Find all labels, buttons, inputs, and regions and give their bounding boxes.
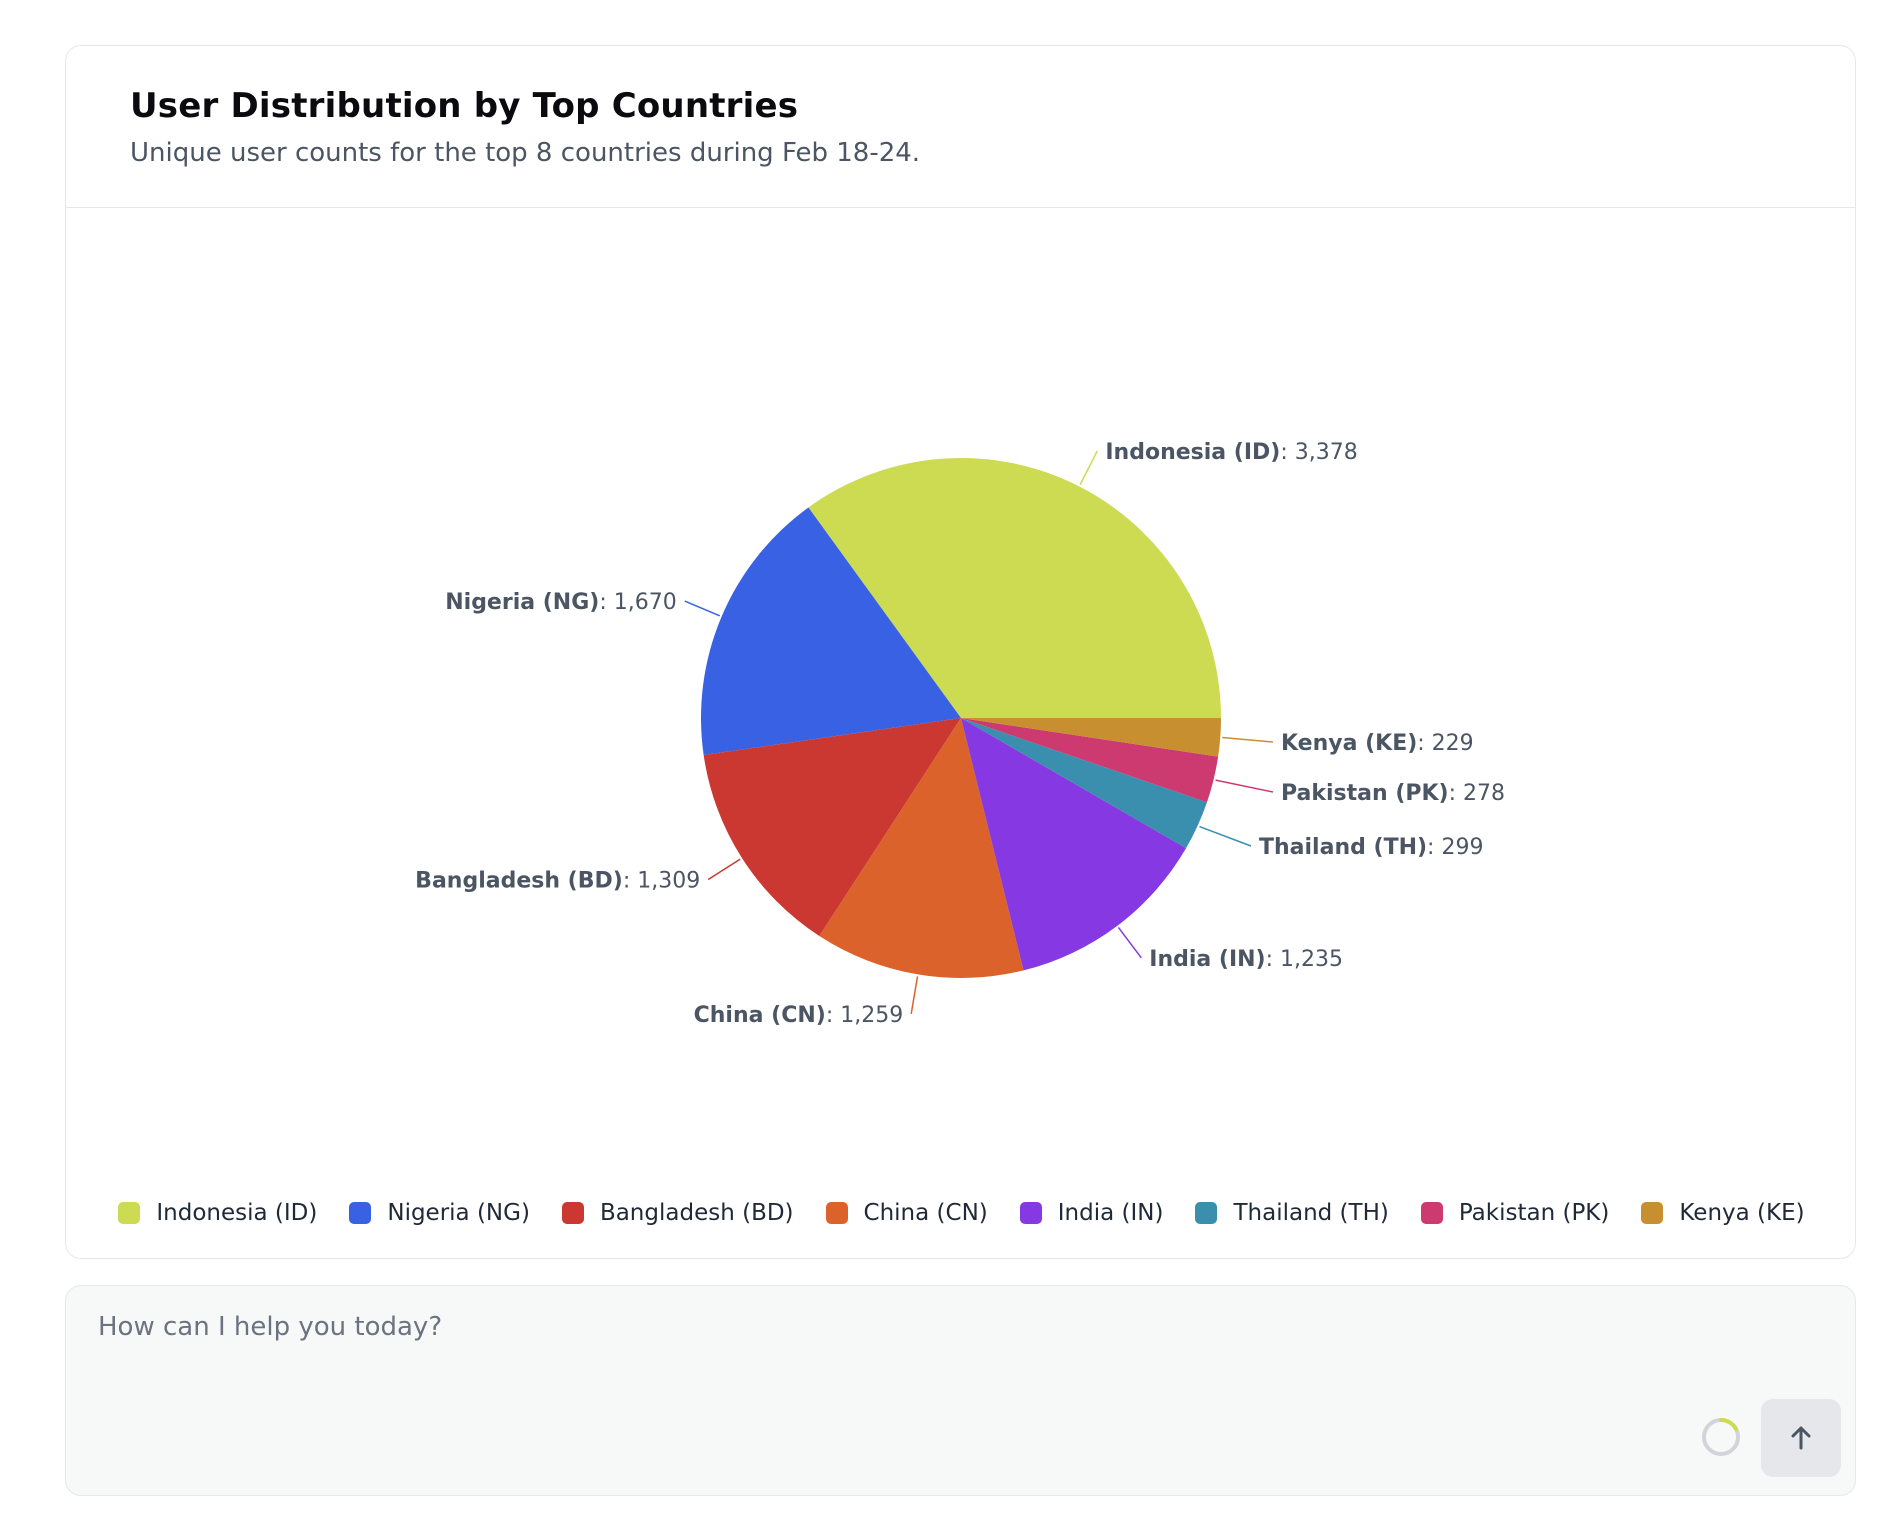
slice-data-label: Bangladesh (BD): 1,309 — [415, 869, 700, 894]
slice-data-label: Indonesia (ID): 3,378 — [1105, 440, 1357, 465]
pie-slice[interactable] — [703, 718, 961, 937]
slice-data-label: Nigeria (NG): 1,670 — [445, 590, 677, 615]
slice-data-label: Kenya (KE): 229 — [1281, 731, 1474, 756]
label-leader-line — [1079, 450, 1099, 485]
pie-chart: Indonesia (ID): 3,378 Nigeria (NG): 1,670… — [415, 440, 1505, 1028]
legend-swatch — [825, 1202, 848, 1224]
legend-item[interactable]: China (CN) — [825, 1200, 988, 1226]
label-leader-line — [707, 858, 741, 881]
legend-label: India (IN) — [1057, 1200, 1164, 1226]
legend-item[interactable]: Kenya (KE) — [1641, 1200, 1805, 1226]
legend-swatch — [349, 1202, 372, 1224]
legend-item[interactable]: Indonesia (ID) — [118, 1200, 317, 1226]
slice-data-label: Pakistan (PK): 278 — [1281, 781, 1505, 806]
legend-item[interactable]: Bangladesh (BD) — [561, 1200, 794, 1226]
legend-label: Nigeria (NG) — [387, 1200, 530, 1226]
legend-swatch — [1195, 1202, 1218, 1224]
label-leader-line — [1215, 779, 1274, 793]
slice-data-label: India (IN): 1,235 — [1149, 947, 1343, 972]
chat-input[interactable] — [98, 1312, 1598, 1342]
chart-title: User Distribution by Top Countries — [130, 86, 799, 126]
label-leader-line — [1199, 825, 1252, 847]
pie-slice[interactable] — [961, 718, 1207, 849]
chart-card: User Distribution by Top Countries Uniqu… — [65, 45, 1856, 1259]
legend-label: China (CN) — [863, 1200, 988, 1226]
pie-slice[interactable] — [808, 458, 1221, 718]
label-leader-line — [684, 600, 721, 617]
legend-item[interactable]: Pakistan (PK) — [1420, 1200, 1610, 1226]
chat-composer — [65, 1285, 1856, 1496]
legend-label: Pakistan (PK) — [1458, 1200, 1610, 1226]
chart-area: Indonesia (ID): 3,378 Nigeria (NG): 1,670… — [66, 210, 1857, 1258]
legend-swatch — [561, 1202, 584, 1224]
legend-label: Indonesia (ID) — [156, 1200, 318, 1226]
arrow-up-icon — [1791, 1426, 1811, 1450]
chart-legend: Indonesia (ID) Nigeria (NG) Bangladesh (BD… — [66, 1200, 1857, 1226]
legend-label: Kenya (KE) — [1679, 1200, 1805, 1226]
slice-data-label: China (CN): 1,259 — [694, 1003, 904, 1028]
loading-spinner-icon — [1702, 1418, 1740, 1456]
chart-card-header: User Distribution by Top Countries Uniqu… — [66, 46, 1855, 208]
legend-label: Bangladesh (BD) — [599, 1200, 794, 1226]
pie-slice[interactable] — [961, 718, 1219, 803]
label-leader-line — [910, 976, 919, 1014]
label-leader-line — [1222, 736, 1274, 743]
legend-item[interactable]: India (IN) — [1019, 1200, 1164, 1226]
legend-swatch — [1420, 1202, 1443, 1224]
pie-slice[interactable] — [961, 718, 1221, 757]
legend-swatch — [1019, 1202, 1042, 1224]
pie-slice[interactable] — [701, 507, 961, 756]
legend-swatch — [1641, 1202, 1664, 1224]
send-button[interactable] — [1761, 1399, 1841, 1477]
label-leader-line — [1117, 926, 1142, 959]
slice-data-label: Thailand (TH): 299 — [1259, 835, 1483, 860]
chart-subtitle: Unique user counts for the top 8 countri… — [130, 138, 921, 168]
legend-item[interactable]: Thailand (TH) — [1195, 1200, 1389, 1226]
legend-label: Thailand (TH) — [1233, 1200, 1389, 1226]
pie-slice[interactable] — [961, 718, 1187, 971]
legend-swatch — [118, 1202, 141, 1224]
legend-item[interactable]: Nigeria (NG) — [349, 1200, 530, 1226]
pie-slice[interactable] — [819, 718, 1024, 978]
